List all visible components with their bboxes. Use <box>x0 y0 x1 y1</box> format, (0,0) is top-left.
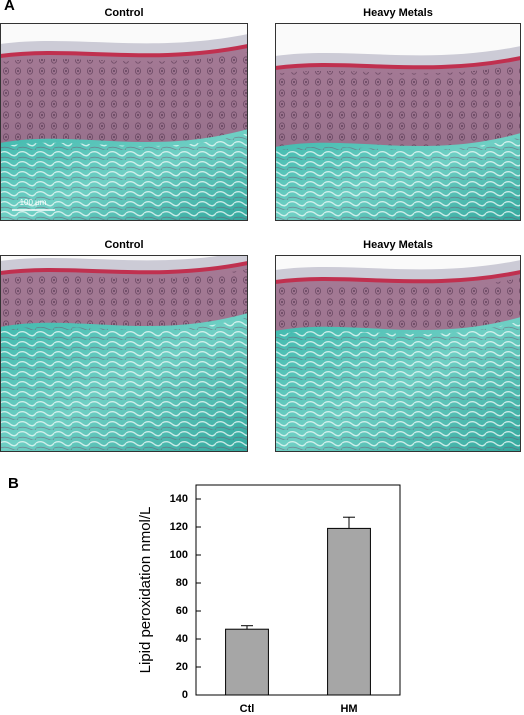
image-border <box>0 255 248 452</box>
image-border <box>0 23 248 221</box>
granular-line <box>275 56 521 70</box>
y-tick-label: 100 <box>170 549 188 561</box>
y-tick-label: 140 <box>170 493 188 505</box>
dermis-fibers <box>0 133 248 221</box>
y-tick-label: 120 <box>170 521 188 533</box>
panel-label: A <box>4 0 15 14</box>
y-tick-label: 40 <box>176 633 188 645</box>
image-content <box>275 255 521 452</box>
dermis-fibers <box>0 317 248 452</box>
scale-bar-label: 100 μm <box>20 198 47 207</box>
histology-image <box>275 23 521 221</box>
y-tick-label: 80 <box>176 577 188 589</box>
y-tick-label: 20 <box>176 661 188 673</box>
bar <box>225 628 269 696</box>
image-content <box>275 23 521 221</box>
granular-line <box>0 261 248 275</box>
y-axis-label: Lipid peroxidation nmol/L <box>137 507 154 674</box>
image-title: Heavy Metals <box>363 239 433 251</box>
dermis-fibers <box>275 321 521 452</box>
image-title: Control <box>104 239 143 251</box>
panel-label: B <box>8 475 19 492</box>
image-title: Heavy Metals <box>363 7 433 19</box>
histology-image <box>275 255 521 452</box>
image-border <box>275 255 521 452</box>
image-content <box>0 23 248 221</box>
granular-line <box>275 270 521 284</box>
histology-image <box>0 255 248 452</box>
dermis-fibers <box>275 137 521 221</box>
y-tick-label: 0 <box>182 689 188 701</box>
error-bar <box>343 516 355 529</box>
y-tick-label: 60 <box>176 605 188 617</box>
x-tick-label: Ctl <box>240 703 255 715</box>
image-content <box>0 255 248 452</box>
bar <box>327 527 371 696</box>
image-title: Control <box>104 7 143 19</box>
granular-line <box>0 44 248 58</box>
histology-image <box>0 23 248 221</box>
image-border <box>275 23 521 221</box>
plot-frame <box>195 484 401 696</box>
x-tick-label: HM <box>340 703 357 715</box>
error-bar <box>241 625 253 630</box>
